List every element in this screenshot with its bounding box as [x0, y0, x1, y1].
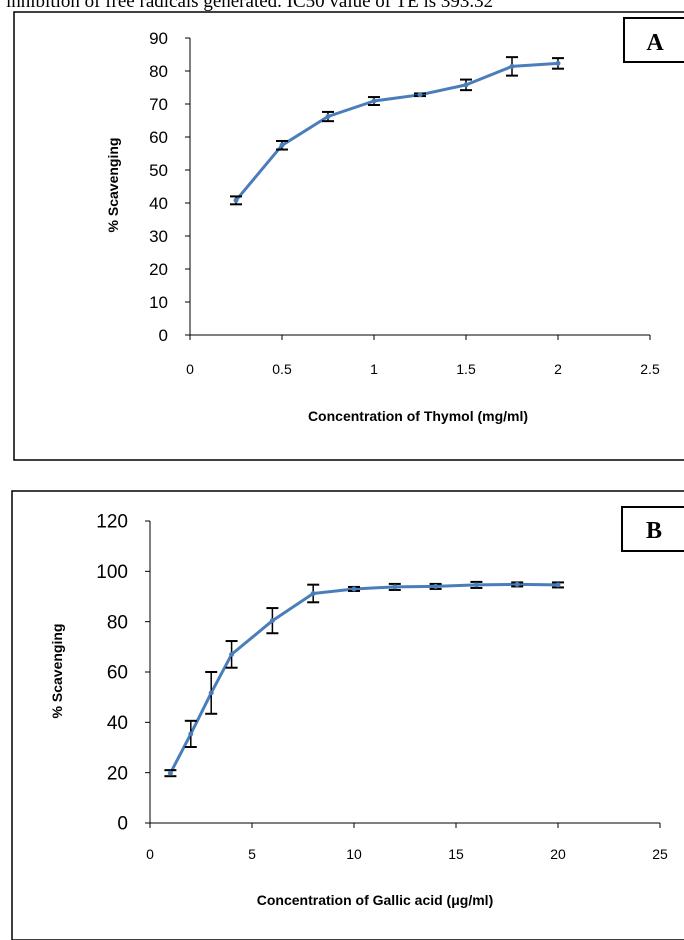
series-line — [234, 61, 560, 202]
chart-panel-a: A % Scavenging Concentration of Thymol (… — [13, 11, 684, 461]
panel-label-box-a — [623, 17, 684, 63]
data-point — [233, 197, 239, 203]
data-point — [392, 584, 398, 590]
x-tick-label: 0 — [146, 846, 154, 862]
y-tick-label: 80 — [149, 62, 168, 81]
y-tick-label: 90 — [149, 29, 168, 48]
x-tick-label: 10 — [346, 846, 362, 862]
y-tick-label: 20 — [149, 260, 168, 279]
axes-b: 0 20 40 60 80 100 120 0 5 10 15 20 25 — [96, 512, 668, 862]
x-tick-label: 5 — [248, 846, 256, 862]
data-point — [514, 581, 520, 587]
data-point — [229, 651, 235, 657]
x-axis-label-b: Concentration of Gallic acid (μg/ml) — [257, 892, 493, 908]
x-tick-label: 2 — [554, 361, 562, 377]
y-tick-label: 120 — [96, 512, 128, 533]
x-tick-label: 15 — [448, 846, 464, 862]
data-point — [371, 98, 377, 104]
series-b — [164, 580, 564, 778]
x-tick-label: 20 — [550, 846, 566, 862]
y-tick-label: 60 — [149, 128, 168, 147]
data-point — [279, 142, 285, 148]
panel-label-box-b — [621, 506, 684, 552]
x-tick-label: 1 — [370, 361, 378, 377]
data-point — [167, 770, 173, 776]
y-axis-label-b: % Scavenging — [49, 624, 65, 719]
y-tick-label: 60 — [107, 663, 128, 684]
x-tick-label: 25 — [652, 846, 668, 862]
data-point — [555, 60, 561, 66]
panel-label-a: A — [646, 30, 664, 56]
y-tick-label: 20 — [107, 763, 128, 784]
series-line — [168, 582, 560, 775]
panel-label-b: B — [646, 518, 662, 544]
chart-frame-b — [11, 490, 684, 940]
data-point — [208, 690, 214, 696]
data-point — [325, 114, 331, 120]
chart-frame-a — [13, 11, 684, 461]
y-tick-label: 50 — [149, 161, 168, 180]
data-point — [417, 92, 423, 98]
data-point — [269, 618, 275, 624]
axes-a: 0 10 20 30 40 50 60 70 80 90 0 0.5 1 1.5 2 2.5 — [149, 29, 660, 377]
y-tick-label: 40 — [149, 194, 168, 213]
x-tick-label: 1.5 — [456, 361, 476, 377]
y-tick-label: 40 — [107, 713, 128, 734]
y-tick-label: 10 — [149, 293, 168, 312]
y-tick-label: 30 — [149, 227, 168, 246]
series-a — [230, 56, 564, 206]
x-tick-label: 0 — [186, 361, 194, 377]
x-axis-label-a: Concentration of Thymol (mg/ml) — [308, 408, 528, 424]
data-point — [433, 583, 439, 589]
chart-panel-b: B % Scavenging Concentration of Gallic a… — [11, 490, 684, 940]
data-point — [463, 82, 469, 88]
data-point — [473, 582, 479, 588]
data-point — [310, 590, 316, 596]
x-tick-label: 2.5 — [640, 361, 660, 377]
y-tick-label: 80 — [107, 612, 128, 633]
y-tick-label: 0 — [117, 814, 128, 835]
data-point — [188, 731, 194, 737]
y-tick-label: 70 — [149, 95, 168, 114]
y-tick-label: 100 — [96, 562, 128, 583]
y-axis-label-a: % Scavenging — [105, 138, 121, 233]
data-point — [509, 63, 515, 69]
data-point — [555, 582, 561, 588]
data-point — [351, 586, 357, 592]
x-tick-label: 0.5 — [272, 361, 292, 377]
caption-text-fragment: inhibition of free radicals generated. I… — [6, 0, 494, 12]
y-tick-label: 0 — [159, 326, 168, 345]
